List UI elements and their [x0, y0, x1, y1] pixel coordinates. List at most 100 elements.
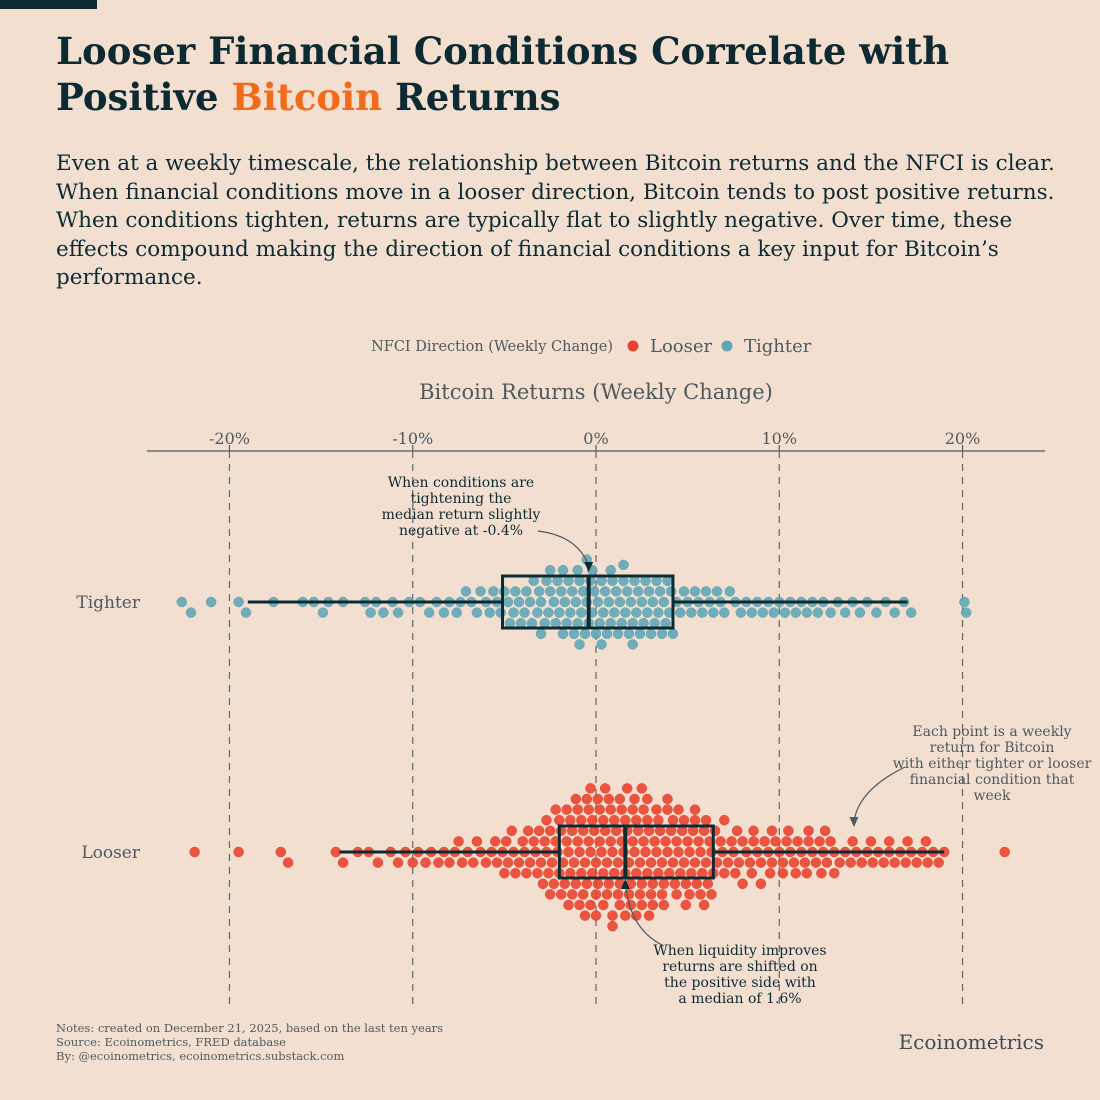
looser-point	[698, 899, 710, 911]
looser-point	[799, 857, 811, 868]
x-tick-label: 0%	[583, 429, 608, 448]
looser-point	[636, 878, 648, 890]
legend-tighter-swatch	[721, 340, 733, 352]
looser-point	[407, 857, 418, 868]
looser-point	[607, 920, 618, 932]
looser-point	[599, 783, 611, 794]
tighter-point	[554, 607, 565, 618]
legend-looser-swatch	[627, 340, 639, 352]
tighter-point	[871, 607, 882, 618]
tighter-point	[576, 607, 587, 618]
looser-median-annotation-line: When liquidity improves	[653, 943, 826, 959]
title-line-1: Looser Financial Conditions Correlate wi…	[56, 29, 950, 73]
note-created: Notes: created on December 21, 2025, bas…	[56, 1021, 444, 1035]
looser-point	[816, 867, 827, 879]
tighter-point	[959, 596, 970, 608]
tighter-point	[656, 628, 668, 640]
looser-point	[592, 793, 604, 805]
looser-point	[792, 836, 803, 847]
looser-point	[651, 846, 662, 858]
looser-point	[513, 857, 525, 868]
looser-point	[585, 783, 596, 794]
looser-point	[719, 814, 730, 826]
looser-point	[579, 910, 591, 921]
looser-point	[601, 889, 613, 900]
looser-point	[689, 814, 701, 826]
looser-point	[583, 804, 594, 815]
looser-point	[541, 814, 552, 826]
tighter-point	[735, 607, 747, 618]
looser-point	[489, 836, 501, 847]
looser-point	[706, 889, 717, 900]
tighter-point	[544, 586, 556, 597]
looser-point	[420, 857, 431, 868]
point-explainer-arrow	[853, 766, 906, 823]
note-by: By: @ecoinometrics, ecoinometrics.substa…	[56, 1049, 345, 1063]
tighter-point	[627, 639, 638, 650]
looser-point	[581, 878, 593, 890]
corner-accent-bar	[0, 0, 97, 9]
tighter-point	[495, 607, 506, 618]
looser-point	[781, 836, 792, 847]
looser-point	[612, 889, 624, 900]
looser-point	[673, 804, 684, 815]
looser-point	[544, 825, 556, 837]
looser-point	[621, 783, 633, 794]
looser-point	[777, 857, 789, 868]
tighter-median-annotation-line: negative at -0.4%	[399, 523, 523, 539]
tighter-point	[634, 628, 646, 640]
looser-point	[620, 814, 631, 826]
looser-point	[689, 804, 701, 815]
looser-point	[777, 867, 789, 879]
looser-point	[651, 804, 662, 815]
tighter-point	[647, 596, 659, 608]
tighter-point	[568, 628, 580, 640]
tighter-point	[614, 596, 626, 608]
tighter-point	[790, 607, 802, 618]
looser-point	[634, 889, 646, 900]
looser-point	[583, 836, 594, 847]
looser-point	[550, 804, 561, 815]
looser-point	[521, 867, 532, 879]
looser-point	[828, 867, 840, 879]
looser-point	[766, 825, 778, 837]
tighter-point	[960, 607, 972, 618]
looser-point	[456, 857, 468, 868]
tighter-point	[768, 607, 780, 618]
looser-point	[453, 836, 464, 847]
looser-point	[574, 899, 585, 911]
looser-point	[612, 857, 624, 868]
looser-point	[638, 804, 649, 815]
looser-point	[535, 857, 547, 868]
looser-point	[330, 846, 342, 858]
looser-point	[658, 899, 670, 911]
looser-point	[570, 878, 582, 890]
looser-point	[700, 814, 712, 826]
looser-point	[643, 910, 655, 921]
looser-point	[572, 836, 583, 847]
looser-point	[645, 889, 657, 900]
looser-point	[810, 857, 822, 868]
tighter-point	[667, 628, 679, 640]
legend-tighter-label: Tighter	[744, 336, 812, 357]
looser-point	[517, 836, 528, 847]
looser-point	[834, 857, 845, 868]
tighter-point	[317, 607, 329, 618]
tighter-point	[588, 586, 600, 597]
looser-median-annotation-line: the positive side with	[664, 975, 816, 991]
tighter-point	[618, 559, 629, 571]
looser-point	[801, 867, 813, 879]
point-explainer-annotation-line: Each point is a weekly	[912, 724, 1071, 740]
looser-point	[684, 889, 695, 900]
looser-point	[548, 878, 560, 890]
x-tick-label: 20%	[945, 429, 981, 448]
looser-point	[528, 836, 539, 847]
looser-point	[372, 857, 384, 868]
tighter-point	[460, 586, 472, 597]
looser-point	[693, 836, 704, 847]
looser-point	[629, 793, 640, 805]
looser-point	[539, 836, 550, 847]
looser-point	[803, 836, 814, 847]
looser-point	[585, 846, 596, 858]
x-tick-label: -20%	[209, 429, 250, 448]
